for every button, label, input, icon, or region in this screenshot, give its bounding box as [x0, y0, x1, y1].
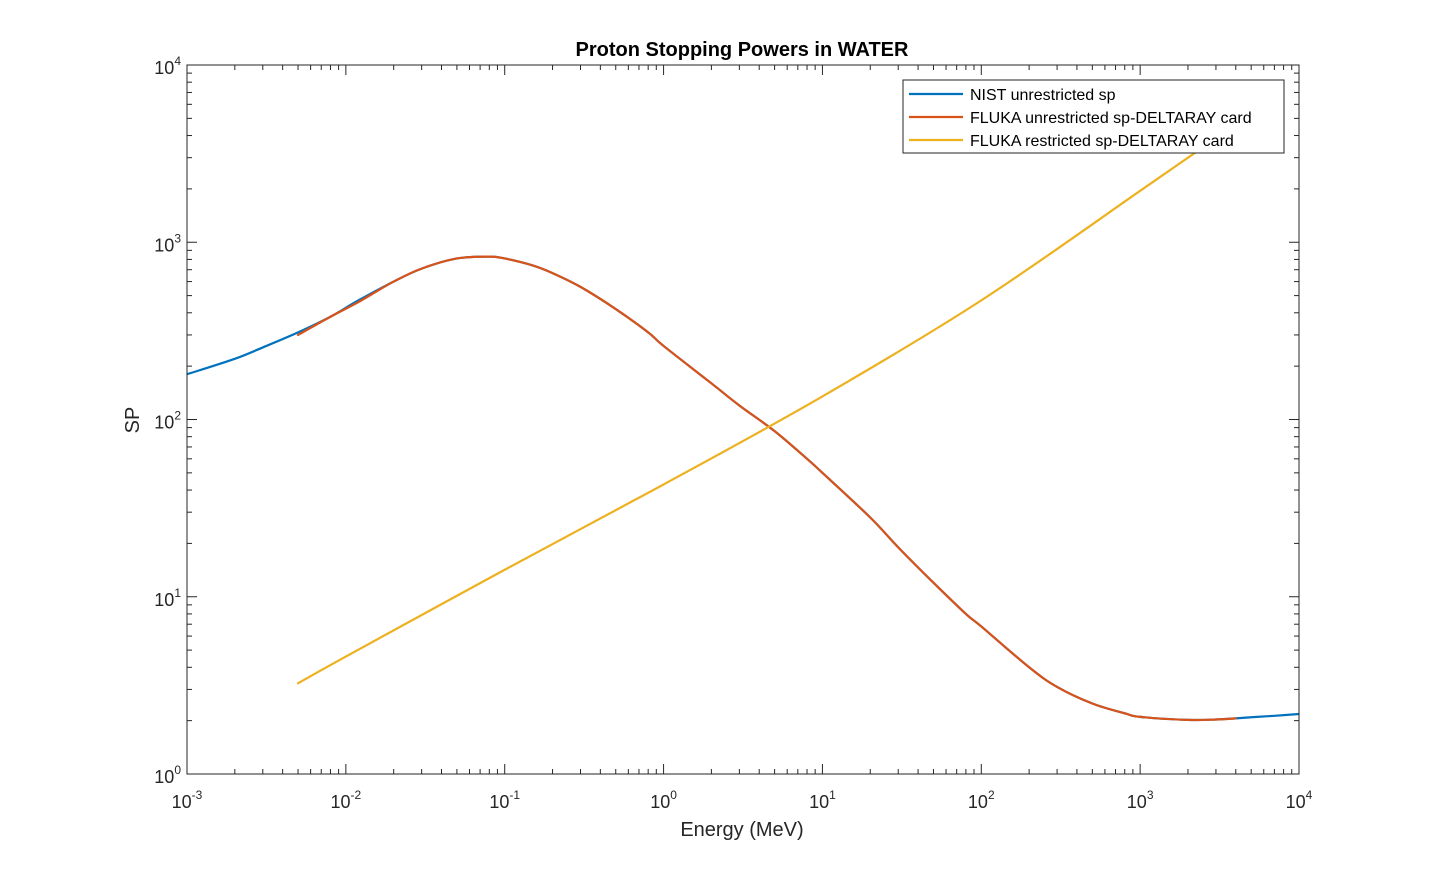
x-tick-label: 100	[650, 788, 677, 812]
plot-area	[187, 65, 1299, 774]
legend-entry: FLUKA restricted sp-DELTARAY card	[970, 133, 1234, 150]
y-tick-label: 102	[154, 409, 181, 433]
legend-entry: NIST unrestricted sp	[970, 87, 1116, 104]
minor-ticks	[187, 65, 1299, 774]
y-tick-label: 103	[154, 231, 181, 255]
plot-frame	[186, 64, 1300, 775]
y-tick-label: 104	[154, 54, 181, 78]
x-tick-label: 10-1	[489, 788, 520, 812]
chart-title: Proton Stopping Powers in WATER	[576, 39, 910, 61]
legend-entry: FLUKA unrestricted sp-DELTARAY card	[970, 110, 1252, 127]
y-tick-labels: 100 101 102 103 104	[154, 54, 181, 787]
x-tick-label: 104	[1286, 788, 1313, 812]
legend-box	[902, 79, 1285, 154]
x-axis-label: Energy (MeV)	[680, 819, 803, 841]
y-axis-label: SP	[122, 407, 144, 434]
x-tick-label: 103	[1127, 788, 1154, 812]
x-tick-label: 10-3	[172, 788, 203, 812]
series-lines	[187, 130, 1299, 722]
y-tick-label: 100	[154, 763, 181, 787]
legend: NIST unrestricted sp FLUKA unrestricted s…	[902, 79, 1285, 154]
y-tick-label: 101	[154, 586, 181, 610]
x-tick-label: 101	[809, 788, 836, 812]
x-tick-label: 10-2	[331, 788, 362, 812]
x-tick-labels: 10-3 10-2 10-1 100 101 102 103 104	[172, 788, 1313, 812]
x-tick-label: 102	[968, 788, 995, 812]
fluka-unrestricted-line	[296, 255, 1237, 722]
fluka-restricted-line	[296, 130, 1228, 685]
